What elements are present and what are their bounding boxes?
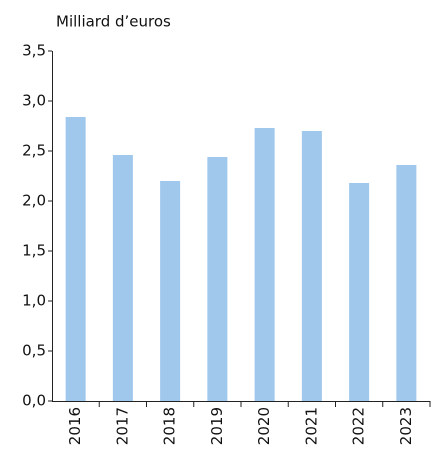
x-tick-label: 2018 [161,407,179,445]
x-tick-label: 2019 [208,407,226,445]
y-tick-label: 1,5 [22,242,46,260]
y-tick-label: 1,0 [22,292,46,310]
bar [254,128,275,401]
bar [301,131,322,401]
y-tick-label: 3,5 [22,42,46,60]
y-tick-label: 0,5 [22,342,46,360]
bar [349,183,370,401]
x-tick-label: 2021 [302,407,320,445]
x-tick-label: 2022 [350,407,368,445]
x-tick-label: 2023 [397,407,415,445]
x-tick-label: 2017 [113,407,131,445]
y-tick-label: 3,0 [22,92,46,110]
x-tick-label: 2016 [66,407,84,445]
x-tick-label: 2020 [255,407,273,445]
y-tick-label: 0,0 [22,392,46,410]
bar [207,157,228,401]
bar [65,117,86,401]
bar [160,181,181,401]
y-tick-label: 2,5 [22,142,46,160]
bar [112,155,133,401]
bar [396,165,417,401]
y-axis-title: Milliard d’euros [56,13,171,31]
y-tick-label: 2,0 [22,192,46,210]
